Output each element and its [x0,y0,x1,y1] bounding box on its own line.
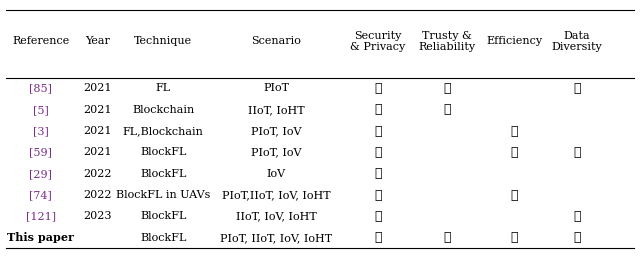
Text: Scenario: Scenario [251,36,301,46]
Text: 2022: 2022 [83,190,111,200]
Text: ✓: ✓ [573,210,581,223]
Text: ✓: ✓ [444,82,451,95]
Text: [5]: [5] [33,105,49,115]
Text: 2021: 2021 [83,105,111,115]
Text: ✓: ✓ [374,231,382,244]
Text: [85]: [85] [29,83,52,93]
Text: Data
Diversity: Data Diversity [552,31,602,52]
Text: PIoT,IIoT, IoV, IoHT: PIoT,IIoT, IoV, IoHT [222,190,330,200]
Text: Year: Year [85,36,110,46]
Text: ✓: ✓ [444,103,451,116]
Text: BlockFL: BlockFL [140,147,186,157]
Text: BlockFL: BlockFL [140,233,186,243]
Text: This paper: This paper [8,232,74,243]
Text: ✓: ✓ [374,210,382,223]
Text: 2022: 2022 [83,169,111,179]
Text: ✓: ✓ [511,231,518,244]
Text: IIoT, IoV, IoHT: IIoT, IoV, IoHT [236,211,316,221]
Text: ✓: ✓ [374,189,382,202]
Text: [121]: [121] [26,211,56,221]
Text: [3]: [3] [33,126,49,136]
Text: 2021: 2021 [83,83,111,93]
Text: Efficiency: Efficiency [486,36,543,46]
Text: ✓: ✓ [511,125,518,138]
Text: [74]: [74] [29,190,52,200]
Text: ✓: ✓ [573,146,581,159]
Text: ✓: ✓ [374,82,382,95]
Text: ✓: ✓ [374,146,382,159]
Text: ✓: ✓ [374,125,382,138]
Text: PIoT, IIoT, IoV, IoHT: PIoT, IIoT, IoV, IoHT [220,233,332,243]
Text: FL,Blockchain: FL,Blockchain [123,126,204,136]
Text: ✓: ✓ [374,167,382,180]
Text: ✓: ✓ [444,231,451,244]
Text: BlockFL: BlockFL [140,211,186,221]
Text: 2021: 2021 [83,147,111,157]
Text: PIoT, IoV: PIoT, IoV [251,126,301,136]
Text: Trusty &
Reliability: Trusty & Reliability [419,31,476,52]
Text: 2023: 2023 [83,211,111,221]
Text: PIoT: PIoT [263,83,289,93]
Text: Reference: Reference [12,36,70,46]
Text: ✓: ✓ [573,82,581,95]
Text: Blockchain: Blockchain [132,105,195,115]
Text: Technique: Technique [134,36,192,46]
Text: ✓: ✓ [511,146,518,159]
Text: IIoT, IoHT: IIoT, IoHT [248,105,305,115]
Text: ✓: ✓ [374,103,382,116]
Text: [29]: [29] [29,169,52,179]
Text: 2021: 2021 [83,126,111,136]
Text: ✓: ✓ [511,189,518,202]
Text: ✓: ✓ [573,231,581,244]
Text: [59]: [59] [29,147,52,157]
Text: IoV: IoV [266,169,285,179]
Text: BlockFL in UAVs: BlockFL in UAVs [116,190,211,200]
Text: PIoT, IoV: PIoT, IoV [251,147,301,157]
Text: FL: FL [156,83,171,93]
Text: Security
& Privacy: Security & Privacy [350,31,406,52]
Text: BlockFL: BlockFL [140,169,186,179]
